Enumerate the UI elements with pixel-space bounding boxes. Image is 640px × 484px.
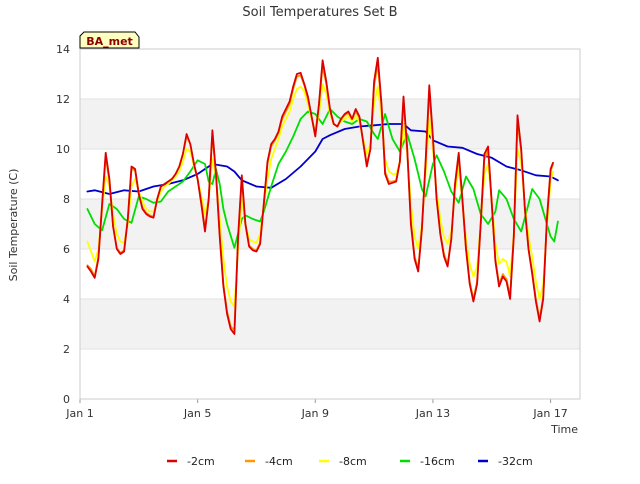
legend-label: -8cm [339, 455, 367, 468]
legend-label: -2cm [187, 455, 215, 468]
x-axis-title: Time [550, 423, 578, 436]
legend-label: -16cm [420, 455, 455, 468]
x-tick-label: Jan 1 [65, 407, 93, 420]
y-tick-label: 0 [63, 393, 70, 406]
series-line-minus-2cm [86, 56, 554, 335]
legend: -2cm -4cm -8cm -16cm -32cm [167, 455, 533, 468]
y-tick-label: 14 [56, 43, 70, 56]
series-line-minus-16cm [86, 108, 559, 249]
y-tick-label: 10 [56, 143, 70, 156]
x-tick-label: Jan 17 [532, 407, 567, 420]
x-tick-label: Jan 9 [301, 407, 329, 420]
plot-frame [79, 48, 581, 400]
station-badge-box [79, 31, 140, 49]
station-badge: BA_met [79, 31, 140, 49]
x-axis-ticks: Jan 1 Jan 5 Jan 9 Jan 13 Jan 17 [65, 399, 568, 420]
y-axis-title: Soil Temperature (C) [7, 169, 20, 282]
series-line-minus-8cm [86, 83, 554, 308]
x-tick-label: Jan 13 [415, 407, 450, 420]
grid-band [80, 299, 580, 349]
series-line-minus-32cm [86, 123, 559, 195]
legend-label: -32cm [498, 455, 533, 468]
y-tick-label: 12 [56, 93, 70, 106]
grid-bands [80, 49, 580, 399]
series-lines [86, 56, 559, 335]
y-tick-label: 4 [63, 293, 70, 306]
legend-label: -4cm [265, 455, 293, 468]
chart-title: Soil Temperatures Set B [242, 5, 397, 20]
station-badge-label: BA_met [86, 35, 133, 48]
x-tick-label: Jan 5 [183, 407, 211, 420]
y-tick-label: 2 [63, 343, 70, 356]
y-tick-label: 8 [63, 193, 70, 206]
y-tick-label: 6 [63, 243, 70, 256]
